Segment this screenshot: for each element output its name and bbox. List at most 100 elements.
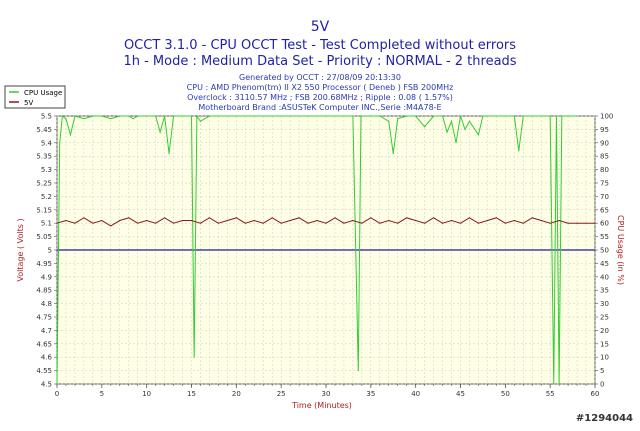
series-point — [155, 222, 157, 224]
y2-tick-label: 10 — [600, 354, 609, 362]
x-tick-label: 10 — [142, 390, 151, 398]
series-point — [83, 217, 85, 219]
series-point — [146, 115, 148, 117]
series-point — [357, 370, 359, 372]
series-point — [549, 115, 551, 117]
chart-subtitle-1: OCCT 3.1.0 - CPU OCCT Test - Test Comple… — [124, 38, 516, 53]
y-tick-label: 5.45 — [36, 126, 52, 134]
series-point — [361, 222, 363, 224]
series-point — [513, 219, 515, 222]
series-point — [128, 217, 130, 219]
y-tick-label: 5.3 — [41, 166, 52, 174]
y-tick-label: 4.7 — [41, 327, 52, 335]
series-point — [415, 219, 417, 222]
series-point — [518, 150, 520, 152]
y-tick-label: 5.5 — [41, 113, 52, 121]
series-point — [164, 217, 166, 219]
series-point — [486, 115, 488, 117]
series-point — [468, 217, 471, 219]
series-point — [119, 115, 121, 117]
y-tick-label: 4.5 — [41, 381, 52, 389]
series-point — [226, 219, 228, 222]
y2-tick-label: 30 — [600, 300, 609, 308]
series-point — [253, 115, 255, 117]
series-cpu-usage — [56, 114, 578, 385]
series-point — [522, 222, 524, 224]
y-axis-label: Voltage ( Volts ) — [16, 218, 25, 281]
series-point — [360, 115, 362, 117]
y2-tick-label: 100 — [600, 113, 613, 121]
series-point — [352, 219, 354, 222]
series-point — [370, 115, 372, 117]
series-point — [397, 118, 399, 120]
series-point — [235, 217, 237, 219]
y-tick-label: 5.1 — [41, 220, 52, 228]
series-point — [555, 115, 558, 117]
y2-tick-label: 15 — [600, 340, 609, 348]
series-point — [561, 115, 563, 117]
y-tick-label: 5.05 — [36, 233, 52, 241]
y-tick-label: 4.75 — [36, 314, 52, 322]
series-point — [576, 222, 578, 224]
info-line-3: Overclock : 3110.57 MHz ; FSB 200.68MHz … — [187, 93, 453, 102]
series-point — [477, 134, 480, 136]
x-tick-label: 25 — [277, 390, 286, 398]
series-point — [101, 219, 103, 222]
series-point — [271, 217, 273, 219]
series-point — [181, 219, 184, 222]
series-point — [397, 222, 399, 224]
series-point — [289, 115, 291, 117]
series-point — [146, 219, 148, 222]
y2-tick-label: 5 — [600, 367, 604, 375]
series-point — [69, 134, 72, 136]
series-point — [159, 131, 161, 133]
series-point — [424, 222, 426, 224]
series-point — [343, 115, 345, 117]
watermark: #1294044 — [576, 413, 633, 424]
series-point — [388, 219, 390, 222]
legend-label-5v: 5V — [24, 99, 33, 107]
series-point — [137, 115, 139, 117]
series-point — [495, 217, 497, 219]
series-point — [549, 222, 551, 224]
y2-tick-label: 65 — [600, 206, 609, 214]
y2-tick-label: 70 — [600, 193, 609, 201]
series-layer — [56, 114, 596, 385]
series-point — [459, 222, 462, 224]
series-point — [576, 115, 578, 117]
chart-title: 5V — [311, 19, 330, 35]
series-point — [531, 217, 533, 219]
y2-tick-label: 0 — [600, 381, 604, 389]
y-tick-label: 4.8 — [41, 300, 52, 308]
series-point — [379, 222, 381, 224]
series-point — [59, 142, 61, 144]
y2-tick-label: 25 — [600, 314, 609, 322]
series-point — [495, 115, 497, 117]
series-point — [379, 115, 381, 117]
series-point — [110, 225, 112, 227]
series-point — [92, 115, 94, 117]
x-tick-label: 55 — [546, 390, 555, 398]
series-point — [155, 115, 157, 117]
x-tick-label: 20 — [232, 390, 241, 398]
y2-tick-label: 40 — [600, 273, 609, 281]
series-point — [455, 142, 457, 144]
series-point — [415, 115, 417, 117]
series-point — [101, 115, 103, 117]
series-point — [424, 126, 426, 128]
y-tick-label: 4.55 — [36, 367, 52, 375]
info-line-2: CPU : AMD Phenom(tm) II X2 550 Processor… — [187, 83, 454, 92]
series-point — [567, 115, 569, 117]
legend: CPU Usage 5V — [4, 85, 66, 109]
x-tick-label: 50 — [501, 390, 510, 398]
series-point — [190, 115, 193, 117]
series-point — [208, 217, 211, 219]
series-point — [110, 118, 112, 120]
series-point — [172, 222, 175, 224]
axis-layer: 5.55.455.45.355.35.255.25.155.15.0554.95… — [36, 113, 613, 399]
series-point — [271, 115, 273, 117]
series-point — [280, 222, 282, 224]
series-point — [325, 222, 327, 224]
